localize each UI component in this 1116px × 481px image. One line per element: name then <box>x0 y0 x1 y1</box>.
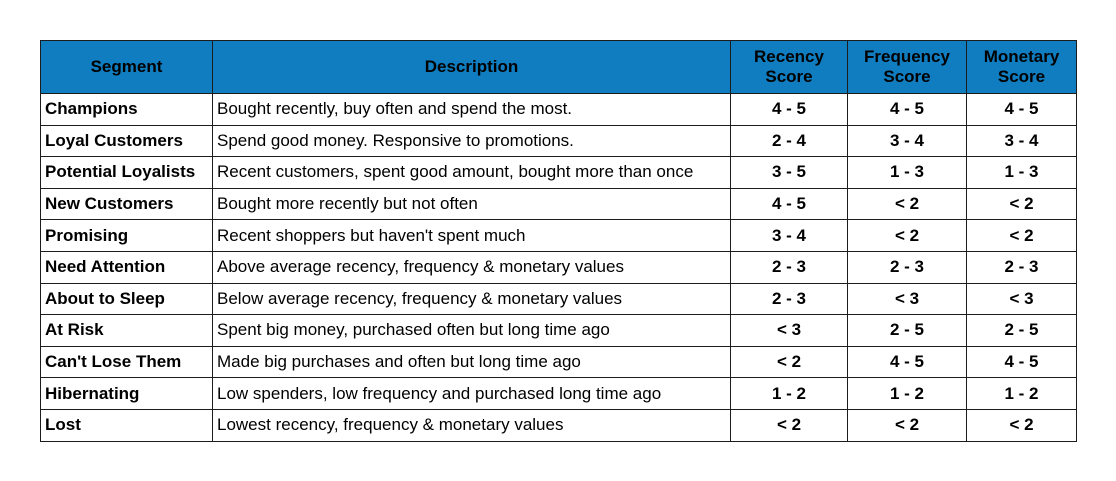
header-monetary-line1: Monetary <box>983 47 1060 66</box>
frequency-score-cell: 2 - 5 <box>847 314 967 347</box>
monetary-score-cell: 1 - 3 <box>966 156 1077 189</box>
header-frequency-line1: Frequency <box>864 47 950 66</box>
segment-cell: Need Attention <box>40 250 213 284</box>
recency-score-cell: 2 - 3 <box>730 282 848 316</box>
table-row: Loyal Customers Spend good money. Respon… <box>40 124 1077 158</box>
description-cell: Low spenders, low frequency and purchase… <box>212 377 731 410</box>
description-cell: Spend good money. Responsive to promotio… <box>212 124 731 158</box>
monetary-score-cell: 2 - 3 <box>966 250 1077 284</box>
frequency-score-cell: 3 - 4 <box>847 124 967 158</box>
rfm-segment-table: Segment Description Recency Score Freque… <box>40 40 1077 442</box>
header-monetary-line2: Score <box>997 67 1046 86</box>
table-row: Lost Lowest recency, frequency & monetar… <box>40 408 1077 442</box>
segment-cell: At Risk <box>40 314 213 347</box>
description-cell: Recent shoppers but haven't spent much <box>212 219 731 252</box>
segment-cell: Champions <box>40 93 213 126</box>
recency-score-cell: 3 - 4 <box>730 219 848 252</box>
header-monetary-score: Monetary Score <box>966 40 1077 94</box>
header-recency-line1: Recency <box>754 47 824 66</box>
description-cell: Lowest recency, frequency & monetary val… <box>212 408 731 442</box>
frequency-score-cell: 1 - 3 <box>847 156 967 189</box>
recency-score-cell: 3 - 5 <box>730 156 848 189</box>
table-row: About to Sleep Below average recency, fr… <box>40 282 1077 316</box>
header-row: Segment Description Recency Score Freque… <box>40 40 1077 94</box>
monetary-score-cell: 4 - 5 <box>966 345 1077 379</box>
segment-cell: Loyal Customers <box>40 124 213 158</box>
segment-cell: Potential Loyalists <box>40 156 213 189</box>
table-row: Hibernating Low spenders, low frequency … <box>40 377 1077 410</box>
header-frequency-score: Frequency Score <box>847 40 967 94</box>
frequency-score-cell: < 2 <box>847 219 967 252</box>
segment-cell: New Customers <box>40 187 213 221</box>
table-header: Segment Description Recency Score Freque… <box>40 40 1077 94</box>
description-cell: Recent customers, spent good amount, bou… <box>212 156 731 189</box>
segment-cell: Promising <box>40 219 213 252</box>
table-row: Need Attention Above average recency, fr… <box>40 250 1077 284</box>
header-frequency-line2: Score <box>883 67 931 86</box>
monetary-score-cell: 4 - 5 <box>966 93 1077 126</box>
monetary-score-cell: 3 - 4 <box>966 124 1077 158</box>
description-cell: Bought more recently but not often <box>212 187 731 221</box>
header-recency-line2: Score <box>765 67 813 86</box>
monetary-score-cell: < 2 <box>966 219 1077 252</box>
table-body: Champions Bought recently, buy often and… <box>40 93 1077 442</box>
table-row: Can't Lose Them Made big purchases and o… <box>40 345 1077 379</box>
monetary-score-cell: 2 - 5 <box>966 314 1077 347</box>
recency-score-cell: < 2 <box>730 408 848 442</box>
segment-cell: Hibernating <box>40 377 213 410</box>
frequency-score-cell: 1 - 2 <box>847 377 967 410</box>
recency-score-cell: 2 - 4 <box>730 124 848 158</box>
header-description: Description <box>212 40 731 94</box>
frequency-score-cell: 4 - 5 <box>847 93 967 126</box>
segment-cell: Can't Lose Them <box>40 345 213 379</box>
table-row: Champions Bought recently, buy often and… <box>40 93 1077 126</box>
description-cell: Bought recently, buy often and spend the… <box>212 93 731 126</box>
header-segment: Segment <box>40 40 213 94</box>
frequency-score-cell: < 2 <box>847 408 967 442</box>
frequency-score-cell: < 3 <box>847 282 967 316</box>
frequency-score-cell: 2 - 3 <box>847 250 967 284</box>
segment-cell: Lost <box>40 408 213 442</box>
recency-score-cell: < 2 <box>730 345 848 379</box>
recency-score-cell: 2 - 3 <box>730 250 848 284</box>
recency-score-cell: < 3 <box>730 314 848 347</box>
table-row: Promising Recent shoppers but haven't sp… <box>40 219 1077 252</box>
recency-score-cell: 4 - 5 <box>730 93 848 126</box>
frequency-score-cell: < 2 <box>847 187 967 221</box>
monetary-score-cell: < 2 <box>966 408 1077 442</box>
monetary-score-cell: < 3 <box>966 282 1077 316</box>
table-row: Potential Loyalists Recent customers, sp… <box>40 156 1077 189</box>
description-cell: Spent big money, purchased often but lon… <box>212 314 731 347</box>
description-cell: Made big purchases and often but long ti… <box>212 345 731 379</box>
monetary-score-cell: < 2 <box>966 187 1077 221</box>
frequency-score-cell: 4 - 5 <box>847 345 967 379</box>
description-cell: Below average recency, frequency & monet… <box>212 282 731 316</box>
monetary-score-cell: 1 - 2 <box>966 377 1077 410</box>
description-cell: Above average recency, frequency & monet… <box>212 250 731 284</box>
table-row: New Customers Bought more recently but n… <box>40 187 1077 221</box>
recency-score-cell: 4 - 5 <box>730 187 848 221</box>
header-recency-score: Recency Score <box>730 40 848 94</box>
table-row: At Risk Spent big money, purchased often… <box>40 314 1077 347</box>
segment-cell: About to Sleep <box>40 282 213 316</box>
recency-score-cell: 1 - 2 <box>730 377 848 410</box>
